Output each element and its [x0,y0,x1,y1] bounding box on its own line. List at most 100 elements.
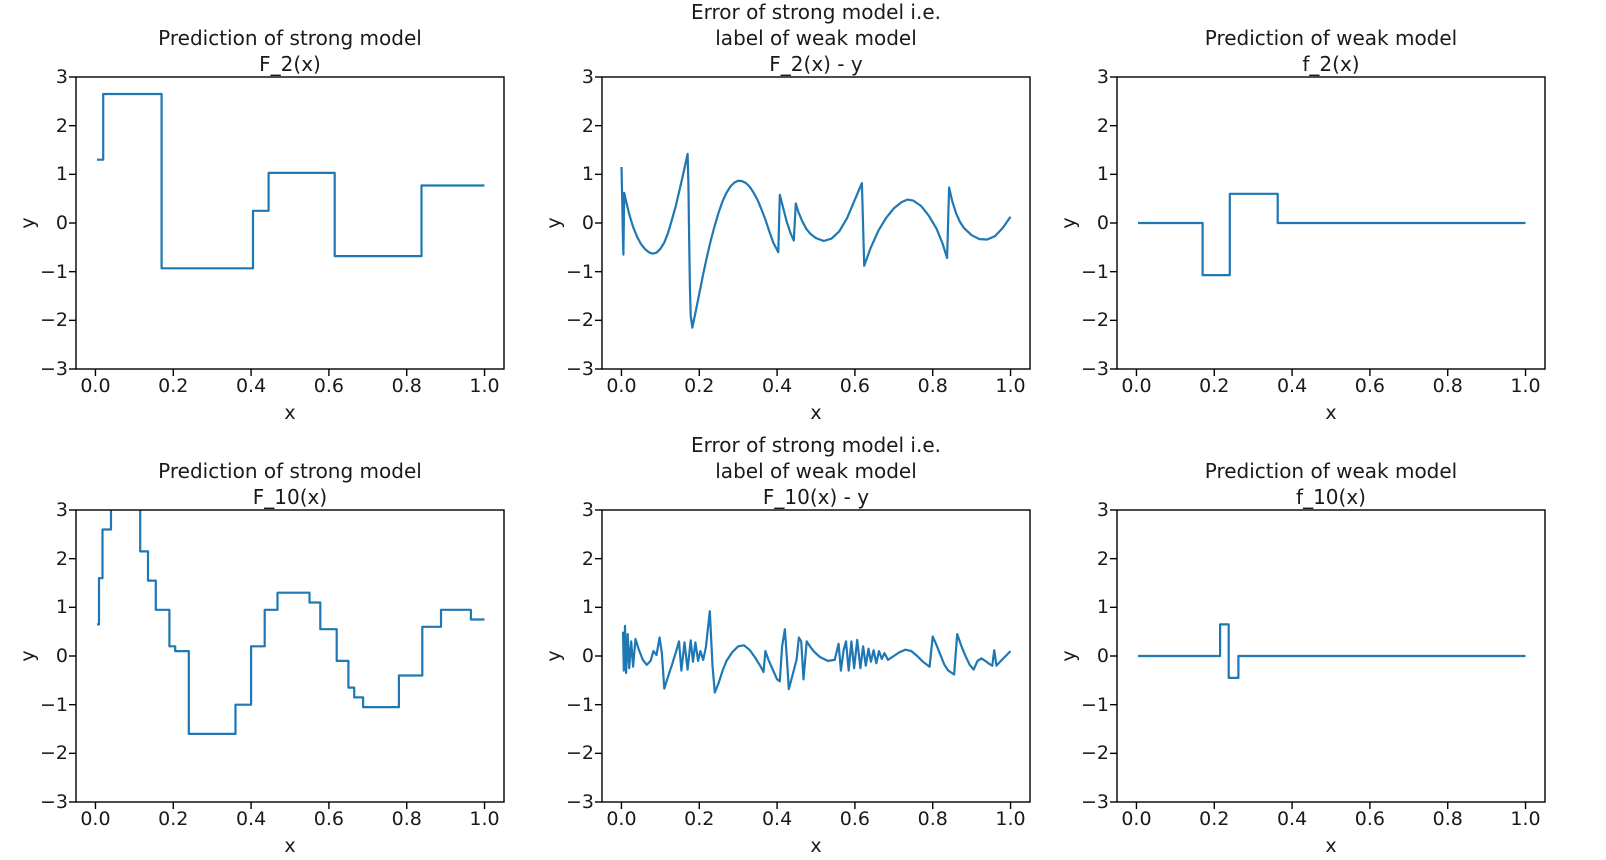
y-tick-label: 2 [55,114,68,137]
subplot-title-error-F10: Error of strong model i.e. label of weak… [691,433,941,509]
y-tick-label: −3 [565,791,594,813]
subplot-title-strong-F2: Prediction of strong model F_2(x) [158,26,422,76]
series-line-F_2 [97,92,485,270]
x-axis-label: x [1325,835,1337,857]
x-tick-label: 0.2 [1199,808,1230,830]
x-axis-label: x [1325,402,1337,424]
y-tick-label: −2 [39,309,68,332]
x-tick-label: 1.0 [1510,375,1541,397]
y-tick-label: 2 [1096,547,1109,570]
y-tick-label: −2 [1080,742,1109,765]
y-tick-label: −1 [1080,693,1109,716]
subplot-title-weak-f10: Prediction of weak model f_10(x) [1204,459,1458,509]
y-tick-label: −3 [1080,791,1109,813]
y-tick-label: 0 [55,645,68,667]
x-tick-label: 1.0 [1510,808,1541,830]
x-tick-label: 0.6 [839,808,871,830]
y-tick-label: 2 [581,114,594,137]
y-tick-label: 3 [1096,499,1109,521]
y-tick-label: 0 [55,212,68,234]
y-tick-label: 1 [581,596,594,619]
x-tick-label: 0.4 [761,808,793,830]
subplot-title-weak-f2: Prediction of weak model f_2(x) [1204,26,1458,76]
y-tick-label: 2 [581,547,594,570]
x-tick-label: 0.6 [1354,375,1386,397]
y-tick-label: 1 [1096,163,1109,186]
x-tick-label: 1.0 [469,808,500,830]
subplot-weak-model-f2 [1110,76,1546,376]
x-tick-label: 1.0 [469,375,500,397]
series-line-F_10_minus_y [621,610,1012,694]
x-tick-label: 0.6 [313,375,345,397]
y-tick-label: 3 [581,66,594,88]
y-tick-label: 3 [55,499,68,521]
y-tick-label: 2 [1096,114,1109,137]
x-tick-label: 0.6 [839,375,871,397]
y-tick-label: −1 [1080,260,1109,283]
x-tick-label: 0.4 [1276,808,1308,830]
series-line-F_2_minus_y [620,152,1012,329]
x-tick-label: 1.0 [995,808,1026,830]
y-tick-label: 3 [581,499,594,521]
x-axis-label: x [810,835,822,857]
y-tick-label: −1 [565,693,594,716]
y-tick-label: −3 [1080,358,1109,380]
x-tick-label: 0.2 [158,808,189,830]
y-tick-label: −3 [39,791,68,813]
x-tick-label: 0.8 [391,808,422,830]
y-tick-label: 1 [581,163,594,186]
y-tick-label: 3 [55,66,68,88]
y-tick-label: −2 [565,309,594,332]
y-tick-label: −3 [39,358,68,380]
y-tick-label: −2 [1080,309,1109,332]
axes-box [75,76,505,370]
y-tick-label: 1 [55,163,68,186]
x-tick-label: 0.0 [1121,375,1152,397]
x-tick-label: 0.2 [684,375,715,397]
x-tick-label: 0.8 [391,375,422,397]
x-axis-label: x [284,835,296,857]
x-tick-label: 0.2 [684,808,715,830]
x-tick-label: 0.8 [1432,808,1463,830]
subplot-title-strong-F10: Prediction of strong model F_10(x) [158,459,422,509]
x-tick-label: 0.6 [1354,808,1386,830]
y-tick-label: 1 [1096,596,1109,619]
x-tick-label: 0.0 [80,808,111,830]
x-tick-label: 0.0 [606,375,637,397]
series-line-f_2 [1138,192,1526,277]
subplot-error-F2-minus-y [595,76,1031,376]
y-tick-label: −1 [565,260,594,283]
series-line-F_10 [97,510,485,736]
x-tick-label: 0.8 [1432,375,1463,397]
x-tick-label: 0.2 [158,375,189,397]
x-tick-label: 1.0 [995,375,1026,397]
y-tick-label: 1 [55,596,68,619]
x-tick-label: 0.2 [1199,375,1230,397]
y-tick-label: −2 [39,742,68,765]
x-axis-label: x [284,402,296,424]
subplot-title-error-F2: Error of strong model i.e. label of weak… [691,0,941,76]
y-tick-label: 0 [1096,212,1109,234]
y-tick-label: 0 [581,645,594,667]
subplot-weak-model-f10 [1110,509,1546,809]
y-tick-label: −3 [565,358,594,380]
y-tick-label: 0 [581,212,594,234]
y-tick-label: −1 [39,260,68,283]
x-tick-label: 0.0 [1121,808,1152,830]
x-tick-label: 0.4 [761,375,793,397]
x-tick-label: 0.4 [235,375,267,397]
y-tick-label: 0 [1096,645,1109,667]
x-tick-label: 0.0 [80,375,111,397]
axes-box [601,76,1031,370]
x-axis-label: x [810,402,822,424]
y-tick-label: −1 [39,693,68,716]
x-tick-label: 0.4 [1276,375,1308,397]
x-tick-label: 0.4 [235,808,267,830]
axes-box [75,509,505,803]
subplot-strong-model-F10 [69,509,505,809]
x-tick-label: 0.8 [917,375,948,397]
x-tick-label: 0.0 [606,808,637,830]
y-tick-label: −2 [565,742,594,765]
